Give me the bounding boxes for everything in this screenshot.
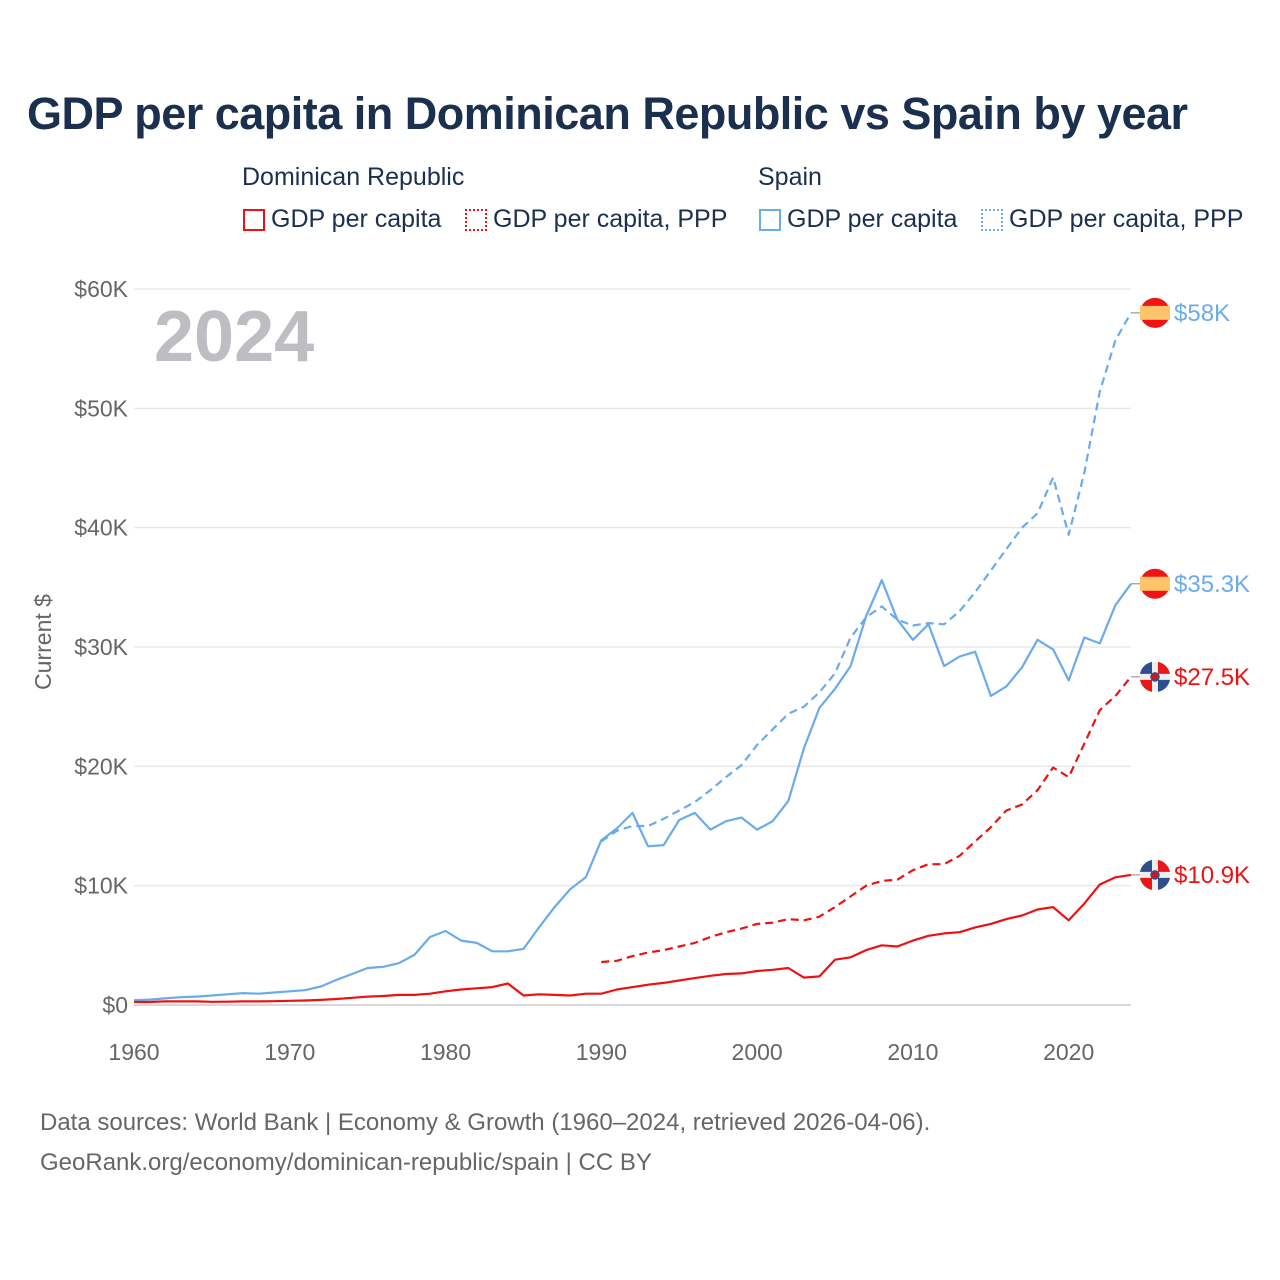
year-watermark: 2024 <box>154 297 314 377</box>
legend-item-dr-gdp[interactable]: GDP per capita <box>243 205 441 234</box>
y-tick-label: $0 <box>102 992 128 1018</box>
legend-item-spain-gdp-ppp[interactable]: GDP per capita, PPP <box>981 205 1243 234</box>
y-tick-label: $60K <box>74 276 128 302</box>
legend-item-dr-gdp-ppp[interactable]: GDP per capita, PPP <box>465 205 727 234</box>
x-tick-label: 2020 <box>1043 1039 1094 1065</box>
chart-title: GDP per capita in Dominican Republic vs … <box>27 88 1188 139</box>
x-tick-label: 2000 <box>732 1039 783 1065</box>
end-value-label: $10.9K <box>1174 862 1250 889</box>
y-tick-label: $40K <box>74 515 128 541</box>
x-tick-label: 1970 <box>264 1039 315 1065</box>
end-value-label: $58K <box>1174 300 1230 327</box>
spain-flag-icon <box>1140 568 1170 599</box>
legend-swatch-solid-red <box>243 208 265 231</box>
legend-item-spain-gdp[interactable]: GDP per capita <box>759 205 957 234</box>
legend-label: GDP per capita, PPP <box>1009 205 1244 233</box>
series-line-dominican-republic-gdp-per-capita <box>134 873 1132 1004</box>
legend-swatch-solid-blue <box>759 208 781 231</box>
series-line-spain-gdp-per-capita-ppp <box>600 312 1132 843</box>
x-tick-label: 1990 <box>576 1039 627 1065</box>
series-line-dominican-republic-gdp-per-capita-ppp <box>601 676 1132 964</box>
x-tick-label: 1960 <box>108 1039 159 1065</box>
dominican-republic-flag-icon <box>1140 859 1170 890</box>
x-tick-label: 2010 <box>887 1039 938 1065</box>
legend-swatch-dotted-red <box>465 208 487 231</box>
legend-label: GDP per capita, PPP <box>493 205 728 233</box>
end-value-label: $27.5K <box>1174 664 1250 691</box>
y-tick-label: $50K <box>74 395 128 421</box>
y-tick-label: $10K <box>74 873 128 899</box>
legend-swatch-dotted-blue <box>981 208 1003 231</box>
y-tick-label: $20K <box>74 753 128 779</box>
legend-group-dominican-republic: Dominican Republic <box>242 163 465 191</box>
series-line-spain-gdp-per-capita <box>133 579 1132 1002</box>
x-tick-label: 1980 <box>420 1039 471 1065</box>
legend-group-spain: Spain <box>758 163 822 191</box>
legend-label: GDP per capita <box>787 205 958 233</box>
spain-flag-icon <box>1140 297 1170 328</box>
end-value-label: $35.3K <box>1174 571 1250 598</box>
y-axis-label: Current $ <box>30 594 56 690</box>
footer-sources: Data sources: World Bank | Economy & Gro… <box>40 1109 931 1136</box>
dominican-republic-flag-icon <box>1140 661 1170 692</box>
footer-link[interactable]: GeoRank.org/economy/dominican-republic/s… <box>40 1149 652 1176</box>
y-tick-label: $30K <box>74 634 128 660</box>
legend-label: GDP per capita <box>271 205 442 233</box>
